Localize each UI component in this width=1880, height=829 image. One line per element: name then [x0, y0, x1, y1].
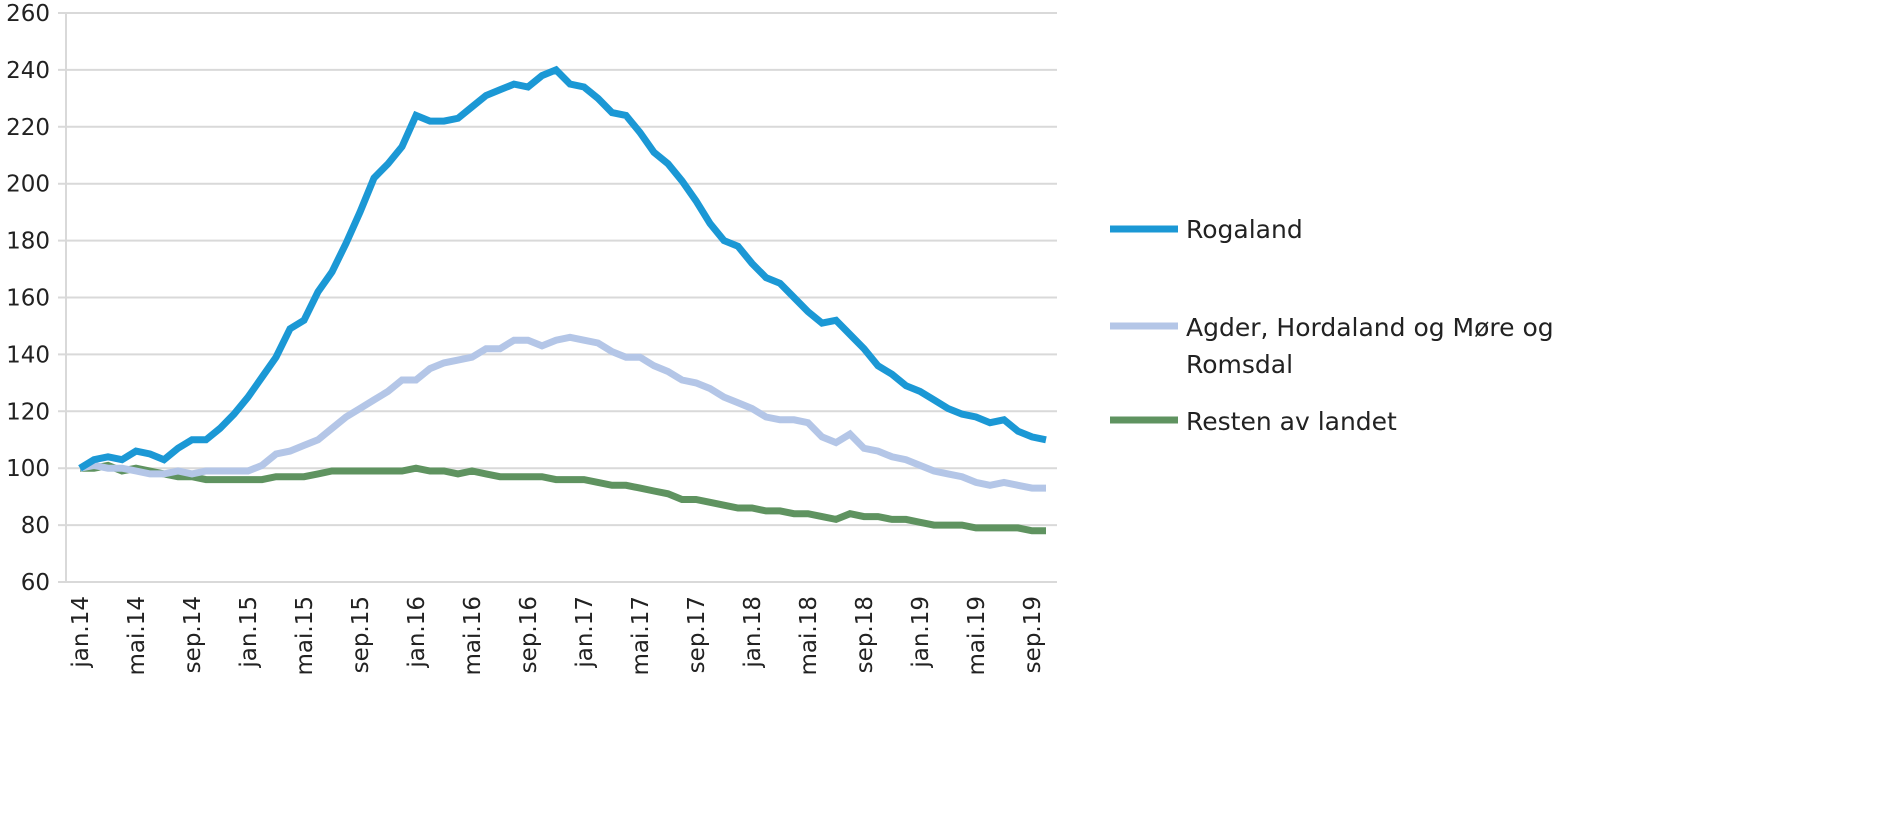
- legend-label-agder-line2: Romsdal: [1186, 350, 1293, 379]
- x-tick-label: jan.19: [908, 596, 934, 669]
- x-tick-label: sep.18: [852, 596, 878, 673]
- series-line-0: [78, 65, 1047, 472]
- x-tick-label: sep.16: [516, 596, 542, 673]
- y-tick-label: 240: [6, 58, 50, 84]
- x-tick-label: sep.15: [348, 596, 374, 673]
- x-tick-label: sep.14: [180, 596, 206, 673]
- y-tick-label: 80: [21, 513, 50, 539]
- y-tick-label: 260: [6, 1, 50, 27]
- x-tick-label: mai.17: [628, 596, 654, 675]
- x-tick-label: mai.14: [124, 596, 150, 675]
- y-tick-label: 120: [6, 399, 50, 425]
- x-tick-label: jan.15: [236, 596, 262, 669]
- x-tick-label: sep.17: [684, 596, 710, 673]
- y-tick-label: 180: [6, 229, 50, 255]
- legend-label-resten: Resten av landet: [1186, 407, 1397, 436]
- x-tick-label: jan.14: [68, 596, 94, 669]
- series-lines: [78, 65, 1047, 535]
- y-tick-label: 160: [6, 286, 50, 312]
- x-tick-labels: jan.14 mai.14 sep.14 jan.15 mai.15 sep.15 jan.…: [68, 596, 1046, 675]
- x-tick-label: mai.15: [292, 596, 318, 675]
- legend-label-agder-line1: Agder, Hordaland og Møre og: [1186, 313, 1554, 342]
- legend-item-rogaland: Rogaland: [1110, 215, 1303, 244]
- y-tick-label: 220: [6, 115, 50, 141]
- legend-label-rogaland: Rogaland: [1186, 215, 1303, 244]
- y-tick-label: 140: [6, 342, 50, 368]
- x-tick-label: jan.18: [740, 596, 766, 669]
- x-tick-label: mai.16: [460, 596, 486, 675]
- x-tick-label: mai.19: [964, 596, 990, 675]
- legend: Rogaland Agder, Hordaland og Møre og Rom…: [1110, 215, 1554, 436]
- x-tick-label: jan.16: [404, 596, 430, 669]
- x-tick-label: mai.18: [796, 596, 822, 675]
- series-line-2: [80, 461, 1046, 535]
- x-tick-label: sep.19: [1020, 596, 1046, 673]
- y-tick-label: 100: [6, 456, 50, 482]
- series-line-1: [79, 333, 1046, 492]
- y-tick-label: 60: [21, 570, 50, 596]
- x-tick-label: jan.17: [572, 596, 598, 669]
- y-tick-labels: 60 80 100 120 140 160 180 200 220 240 260: [6, 1, 50, 596]
- y-tick-label: 200: [6, 172, 50, 198]
- legend-item-resten: Resten av landet: [1110, 407, 1397, 436]
- gridlines: [58, 12, 1057, 583]
- legend-item-agder: Agder, Hordaland og Møre og Romsdal: [1110, 313, 1554, 379]
